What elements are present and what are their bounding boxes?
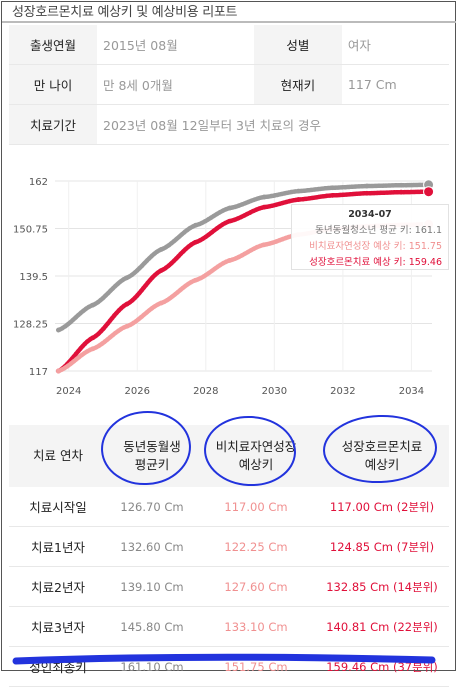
data-point <box>261 204 267 210</box>
table-row: 치료1년자 132.60 Cm 122.25 Cm 124.85 Cm (7분위) <box>9 526 449 567</box>
data-point <box>193 239 198 245</box>
table-row: 치료3년자 145.80 Cm 133.10 Cm 140.81 Cm (22분위) <box>9 606 449 647</box>
header-treatment: 성장호르몬치료 예상키 <box>315 425 449 487</box>
row-treatment: 124.85 Cm (7분위) <box>315 526 449 567</box>
x-tick-label: 2026 <box>125 386 150 397</box>
x-tick-label: 2034 <box>399 386 424 397</box>
row-natural: 151.75 Cm <box>197 646 315 687</box>
x-tick-label: 2024 <box>56 386 81 397</box>
data-point <box>261 194 267 200</box>
y-tick-label: 128.25 <box>13 320 48 331</box>
data-point <box>56 368 61 374</box>
row-natural: 133.10 Cm <box>197 606 315 647</box>
row-natural: 122.25 Cm <box>197 526 315 567</box>
header-year: 치료 연차 <box>9 425 107 487</box>
growth-chart[interactable]: 117 128.25 139.5 150.75 162 2024 2026 2028 2030 2… <box>0 160 458 410</box>
row-natural: 127.60 Cm <box>197 566 315 607</box>
data-point <box>364 183 370 189</box>
data-point <box>193 222 198 228</box>
y-tick-label: 150.75 <box>13 225 48 236</box>
data-point <box>158 300 164 306</box>
page-title: 성장호르몬치료 예상키 및 예상비용 리포트 <box>12 5 238 20</box>
row-name: 치료1년자 <box>9 526 107 567</box>
x-tick-label: 2032 <box>330 386 355 397</box>
data-point <box>90 335 96 341</box>
table-row: 치료시작일 126.70 Cm 117.00 Cm 117.00 Cm (2분위) <box>9 487 449 527</box>
info-row: 치료기간 2023년 08월 12일부터 3년 치료의 경우 <box>9 104 449 145</box>
row-treatment: 140.81 Cm (22분위) <box>315 606 449 647</box>
row-average: 161.10 Cm <box>107 646 197 687</box>
data-point <box>124 275 130 281</box>
y-tick-label: 162 <box>29 177 48 188</box>
x-tick-label: 2028 <box>193 386 218 397</box>
row-natural: 117.00 Cm <box>197 487 315 527</box>
tooltip-natural: 비치료자연성장 예상 키: 151.75 <box>309 241 442 252</box>
data-point <box>364 190 370 196</box>
x-tick-label: 2030 <box>262 386 287 397</box>
data-point <box>158 247 164 252</box>
data-point <box>295 197 301 202</box>
data-point <box>398 189 404 195</box>
data-point <box>56 327 61 333</box>
info-row: 만 나이 만 8세 0개월 현재키 117 Cm <box>9 64 449 105</box>
table-row: 치료2년자 139.10 Cm 127.60 Cm 132.85 Cm (14분위) <box>9 566 449 607</box>
y-tick-label: 139.5 <box>19 272 48 283</box>
data-point <box>295 188 301 194</box>
row-average: 139.10 Cm <box>107 566 197 607</box>
data-point <box>227 205 233 211</box>
age-value: 만 8세 0개월 <box>97 64 254 105</box>
info-table: 출생연월 2015년 08월 성별 여자 만 나이 만 8세 0개월 현재키 1… <box>9 25 449 145</box>
table-row: 성인최종키 161.10 Cm 151.75 Cm 159.46 Cm (37분위) <box>9 646 449 687</box>
header-natural: 비치료자연성장 예상키 <box>197 425 315 487</box>
period-value: 2023년 08월 12일부터 3년 치료의 경우 <box>97 104 449 145</box>
row-treatment: 159.46 Cm (37분위) <box>315 646 449 687</box>
data-point <box>193 277 198 283</box>
title-divider <box>2 21 456 23</box>
row-average: 145.80 Cm <box>107 606 197 647</box>
data-point <box>90 302 96 308</box>
row-name: 치료2년자 <box>9 566 107 607</box>
header-average: 동년동월생 평균키 <box>107 425 197 487</box>
birth-value: 2015년 08월 <box>97 25 254 65</box>
period-label: 치료기간 <box>9 104 97 145</box>
row-treatment: 132.85 Cm (14분위) <box>315 566 449 607</box>
tooltip-average: 동년동월청소년 평균 키: 161.1 <box>315 225 442 236</box>
sex-label: 성별 <box>253 25 342 65</box>
row-name: 치료시작일 <box>9 487 107 527</box>
row-average: 132.60 Cm <box>107 526 197 567</box>
data-point <box>330 192 336 198</box>
data-point <box>261 242 267 248</box>
height-value: 117 Cm <box>341 64 449 105</box>
data-point <box>124 301 130 307</box>
sex-value: 여자 <box>341 25 449 65</box>
row-average: 126.70 Cm <box>107 487 197 527</box>
data-point <box>398 182 404 188</box>
info-row: 출생연월 2015년 08월 성별 여자 <box>9 25 449 65</box>
data-point <box>158 268 164 273</box>
chart-tooltip: 2034-07 동년동월청소년 평균 키: 161.1 비치료자연성장 예상 키… <box>291 204 449 270</box>
result-header-row: 치료 연차 동년동월생 평균키 비치료자연성장 예상키 성장호르몬치료 예상키 <box>9 425 449 487</box>
result-table: 치료 연차 동년동월생 평균키 비치료자연성장 예상키 성장호르몬치료 예상키 … <box>9 425 449 687</box>
row-treatment: 117.00 Cm (2분위) <box>315 487 449 527</box>
y-tick-label: 117 <box>29 367 48 378</box>
data-point <box>330 185 336 191</box>
birth-label: 출생연월 <box>9 25 97 65</box>
data-point <box>90 346 96 352</box>
hover-marker <box>423 186 435 198</box>
age-label: 만 나이 <box>9 64 97 105</box>
height-label: 현재키 <box>253 64 342 105</box>
tooltip-date: 2034-07 <box>348 209 392 220</box>
data-point <box>124 323 130 329</box>
data-point <box>227 218 233 224</box>
tooltip-treatment: 성장호르몬치료 예상 키: 159.46 <box>309 257 442 268</box>
row-name: 치료3년자 <box>9 606 107 647</box>
data-point <box>227 257 233 263</box>
row-name: 성인최종키 <box>9 646 107 687</box>
